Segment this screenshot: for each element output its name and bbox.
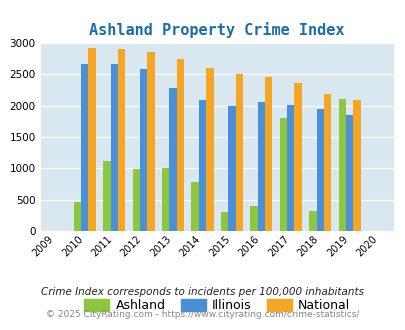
Bar <box>338 99 345 231</box>
Bar <box>279 118 286 231</box>
Bar <box>140 69 147 231</box>
Bar <box>117 49 125 231</box>
Bar <box>162 168 169 231</box>
Bar <box>176 59 183 231</box>
Bar <box>220 212 228 231</box>
Bar <box>206 68 213 231</box>
Bar <box>169 88 176 231</box>
Bar <box>286 105 294 231</box>
Bar <box>250 206 257 231</box>
Bar <box>110 64 117 231</box>
Text: Crime Index corresponds to incidents per 100,000 inhabitants: Crime Index corresponds to incidents per… <box>41 287 364 297</box>
Bar <box>81 64 88 231</box>
Bar <box>235 74 242 231</box>
Bar <box>352 100 360 231</box>
Bar <box>132 169 140 231</box>
Bar <box>198 100 206 231</box>
Bar <box>147 52 154 231</box>
Bar <box>103 161 110 231</box>
Bar <box>345 115 352 231</box>
Bar <box>228 106 235 231</box>
Text: © 2025 CityRating.com - https://www.cityrating.com/crime-statistics/: © 2025 CityRating.com - https://www.city… <box>46 310 359 319</box>
Bar <box>74 202 81 231</box>
Bar <box>88 48 96 231</box>
Bar <box>257 102 264 231</box>
Legend: Ashland, Illinois, National: Ashland, Illinois, National <box>79 294 354 317</box>
Bar <box>316 109 323 231</box>
Bar <box>294 83 301 231</box>
Bar <box>264 77 272 231</box>
Bar <box>191 182 198 231</box>
Bar <box>323 94 330 231</box>
Bar <box>309 211 316 231</box>
Title: Ashland Property Crime Index: Ashland Property Crime Index <box>89 21 344 38</box>
